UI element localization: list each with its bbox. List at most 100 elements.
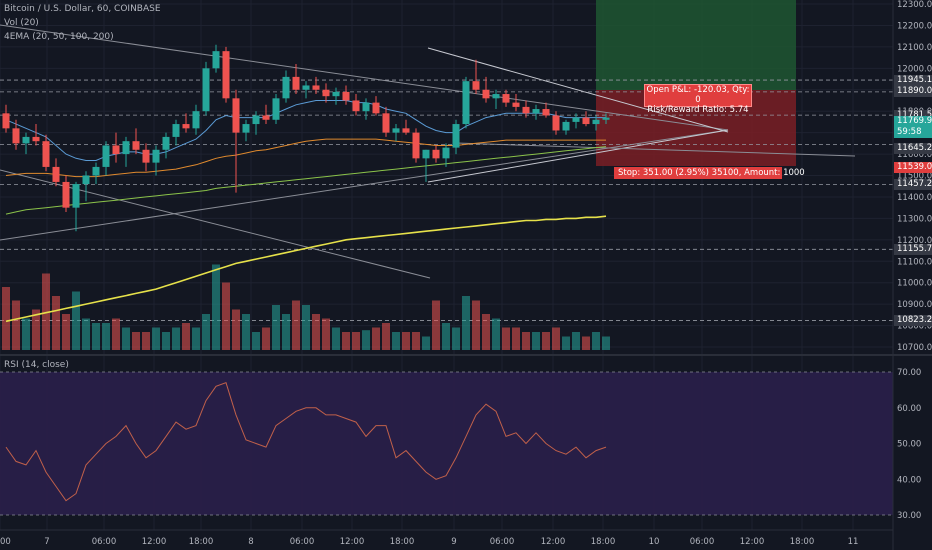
candle-body — [182, 124, 190, 129]
candle-body — [42, 141, 50, 167]
volume-bar — [462, 296, 470, 350]
time-tick-label: 9 — [451, 537, 456, 547]
rsi-tick-label: 60.00 — [897, 404, 921, 414]
volume-bar — [122, 327, 130, 350]
time-tick-label: 00 — [0, 537, 11, 547]
time-tick-label: 12:00 — [142, 537, 167, 547]
volume-bar — [602, 336, 610, 350]
time-tick-label: 18:00 — [591, 537, 616, 547]
price-level-tag: 10823.27 — [894, 315, 932, 327]
rsi-series-line — [5, 382, 607, 502]
rsi-legend[interactable]: RSI (14, close) — [4, 360, 69, 370]
candle-body — [362, 102, 370, 112]
volume-bar — [272, 305, 280, 350]
volume-bar — [442, 323, 450, 350]
volume-bar — [422, 336, 430, 350]
price-tick-label: 11000.00 — [897, 279, 932, 289]
volume-bar — [542, 332, 550, 350]
price-tick-label: 11300.00 — [897, 214, 932, 224]
candle-body — [332, 91, 340, 97]
candle-body — [292, 76, 300, 90]
time-tick-label: 18:00 — [790, 537, 815, 547]
volume-bar — [222, 282, 230, 350]
price-axis[interactable]: 12300.0012200.0012100.0012000.0011900.00… — [897, 0, 932, 353]
candle-body — [432, 149, 440, 159]
volume-bar — [302, 305, 310, 350]
candle-body — [112, 145, 120, 155]
candle-body — [302, 85, 310, 90]
trend-line — [0, 24, 729, 131]
volume-bar — [582, 336, 590, 350]
rsi-tick-label: 30.00 — [897, 511, 921, 521]
volume-bar — [42, 273, 50, 350]
volume-bar — [242, 314, 250, 350]
volume-bars — [2, 264, 610, 350]
candle-body — [152, 149, 160, 163]
time-tick-label: 06:00 — [92, 537, 117, 547]
volume-bar — [352, 332, 360, 350]
volume-bar — [562, 336, 570, 350]
price-tick-label: 11200.00 — [897, 236, 932, 246]
symbol-legend[interactable]: Bitcoin / U.S. Dollar, 60, COINBASE — [4, 4, 161, 14]
candle-body — [552, 115, 560, 131]
volume-bar — [152, 327, 160, 350]
volume-bar — [392, 332, 400, 350]
volume-bar — [212, 264, 220, 350]
time-tick-label: 11 — [848, 537, 859, 547]
time-tick-label: 10 — [649, 537, 660, 547]
candle-body — [32, 136, 40, 142]
volume-bar — [252, 332, 260, 350]
candle-body — [592, 119, 600, 125]
open-pnl-label[interactable]: Open P&L: -120.03, Qty: 0 Risk/Reward Ra… — [644, 84, 752, 115]
candle-body — [142, 149, 150, 163]
volume-bar — [72, 291, 80, 350]
price-tick-label: 12000.00 — [897, 64, 932, 74]
candle-body — [222, 51, 230, 99]
volume-bar — [292, 300, 300, 350]
ema-legend[interactable]: 4EMA (20, 50, 100, 200) — [4, 32, 114, 42]
candle-body — [122, 141, 130, 155]
price-tick-label: 10700.00 — [897, 343, 932, 353]
candle-body — [602, 117, 610, 120]
volume-bar — [362, 330, 370, 350]
candle-body — [202, 68, 210, 112]
candle-body — [502, 94, 510, 103]
time-tick-label: 06:00 — [490, 537, 515, 547]
candle-body — [342, 91, 350, 101]
candle-body — [52, 166, 60, 182]
candle-body — [532, 109, 540, 114]
volume-bar — [452, 327, 460, 350]
candle-body — [522, 106, 530, 114]
candle-body — [412, 132, 420, 159]
candle-body — [2, 113, 10, 129]
volume-bar — [382, 323, 390, 350]
volume-bar — [192, 327, 200, 350]
candle-body — [482, 89, 490, 99]
volume-bar — [312, 314, 320, 350]
price-level-tag: 11457.27 — [894, 179, 932, 191]
trend-line — [455, 142, 856, 157]
bar-countdown-tag: 59:58 — [894, 127, 932, 139]
price-tick-label: 10800.00 — [897, 322, 932, 332]
candle-body — [132, 141, 140, 150]
candle-body — [282, 76, 290, 99]
volume-bar — [592, 332, 600, 350]
stop-label[interactable]: Stop: 351.00 (2.95%) 35100, Amount: 1000 — [614, 167, 805, 179]
ema-line — [5, 215, 607, 323]
volume-legend[interactable]: Vol (20) — [4, 18, 39, 28]
ema-line — [5, 146, 607, 215]
volume-bar — [282, 314, 290, 350]
candle-body — [262, 115, 270, 120]
time-tick-label: 06:00 — [290, 537, 315, 547]
time-axis[interactable]: 00 7 06:00 12:00 18:00 8 06:00 12:00 18:00 9 06:00… — [0, 537, 858, 547]
pnl-line: Open P&L: -120.03, Qty: 0 — [646, 85, 750, 105]
volume-bar — [12, 300, 20, 350]
candle-body — [442, 147, 450, 159]
volume-bar — [552, 327, 560, 350]
rsi-band — [0, 372, 893, 515]
candle-body — [82, 175, 90, 185]
volume-bar — [202, 314, 210, 350]
price-level-tag: 11155.70 — [894, 243, 932, 255]
candle-body — [402, 128, 410, 133]
candle-body — [582, 117, 590, 125]
